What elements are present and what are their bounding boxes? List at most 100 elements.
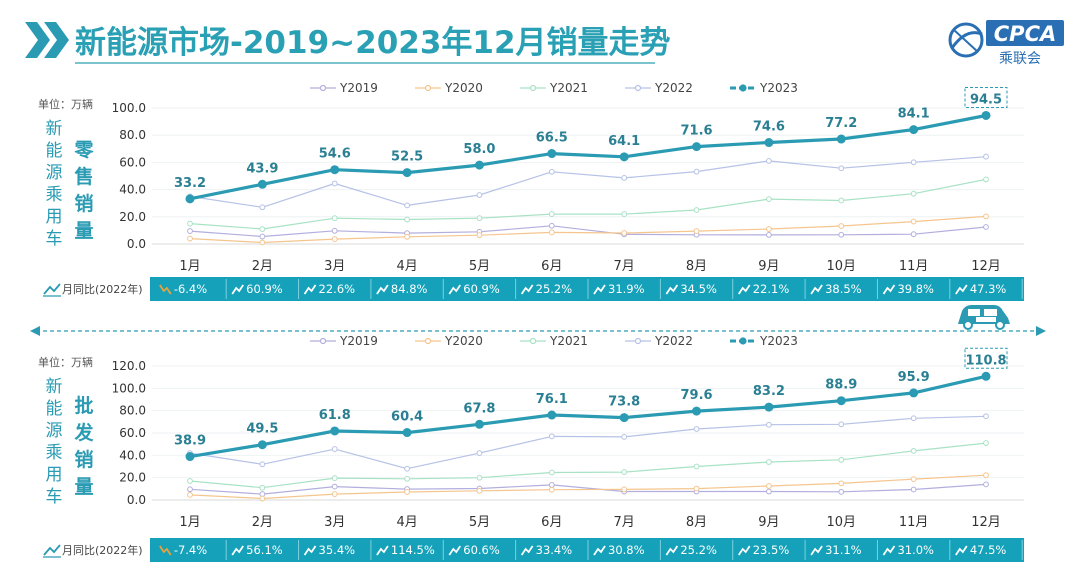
series-line-y2020 — [189, 474, 987, 500]
data-point — [983, 413, 989, 420]
yoy-band: 月同比(2022年) -6.4% 60.9% 22.6% 84.8% 60.9% 25.2%… — [38, 277, 1024, 301]
yoy-value: 23.5% — [753, 543, 790, 557]
data-point — [404, 202, 410, 209]
trend-up-icon — [231, 284, 244, 295]
data-point — [766, 226, 772, 232]
series-line-y2019 — [189, 483, 987, 495]
legend-marker — [634, 84, 642, 92]
data-point — [981, 371, 991, 381]
legend-label: Y2019 — [339, 334, 378, 348]
legend-label: Y2021 — [549, 81, 588, 95]
legend-label: Y2019 — [339, 81, 378, 95]
x-tick-label: 3月 — [324, 259, 345, 274]
data-point — [548, 229, 555, 236]
data-label: 73.8 — [608, 395, 640, 410]
series-line-y2020 — [189, 215, 987, 244]
x-tick-label: 10月 — [826, 515, 856, 530]
data-point — [838, 421, 845, 428]
data-point — [331, 475, 338, 482]
data-point — [836, 134, 846, 144]
data-point — [404, 233, 410, 240]
data-point — [330, 165, 340, 175]
data-point — [910, 159, 917, 166]
data-point — [910, 415, 917, 422]
trend-up-icon — [520, 545, 534, 556]
series-line-y2023 — [189, 374, 987, 459]
data-point — [838, 223, 845, 229]
data-point — [259, 495, 266, 502]
legend-item: Y2021 — [520, 81, 588, 95]
unit-label: 单位：万辆 — [38, 97, 93, 111]
data-point — [983, 213, 989, 220]
data-point — [402, 428, 412, 438]
data-point — [187, 235, 193, 242]
y-tick-label: 0.0 — [127, 493, 146, 507]
yoy-label: 月同比(2022年) — [62, 543, 143, 557]
trend-up-icon — [43, 544, 61, 556]
legend-label: Y2020 — [444, 81, 483, 95]
data-point — [836, 396, 846, 406]
yoy-value: 31.1% — [825, 543, 862, 557]
y-tick-label: 60.0 — [119, 426, 146, 440]
trend-up-icon — [520, 284, 534, 295]
data-label: 38.9 — [174, 434, 206, 449]
data-point — [766, 459, 772, 465]
data-point — [766, 231, 772, 238]
trend-up-icon — [737, 545, 751, 556]
legend-item: Y2019 — [310, 334, 378, 348]
data-label: 94.5 — [970, 92, 1002, 107]
data-point — [909, 125, 919, 135]
trend-up-icon — [955, 545, 968, 556]
data-point — [693, 207, 700, 213]
x-tick-label: 12月 — [971, 259, 1001, 274]
data-point — [548, 486, 555, 493]
data-point — [548, 482, 555, 488]
data-point — [187, 478, 193, 484]
trend-up-icon — [882, 545, 896, 556]
data-label: 60.4 — [391, 410, 423, 425]
data-point — [476, 232, 483, 239]
data-point — [476, 487, 483, 494]
page-title: 新能源市场-2019~2023年12月销量走势 — [75, 25, 671, 61]
yoy-value: 35.4% — [319, 543, 356, 557]
y-tick-label: 40.0 — [119, 448, 146, 462]
yoy-label: 月同比(2022年) — [62, 282, 143, 296]
legend-label: Y2022 — [654, 81, 693, 95]
yoy-value: 39.8% — [897, 282, 934, 296]
x-tick-label: 9月 — [758, 259, 779, 274]
data-label: 61.8 — [319, 408, 351, 423]
data-point — [476, 450, 483, 457]
data-label: 77.2 — [825, 116, 857, 131]
yoy-value: 25.2% — [680, 543, 717, 557]
yoy-value: 47.3% — [970, 282, 1007, 296]
cpca-logo: CPCA 乘联会 — [948, 20, 1064, 67]
data-label: 67.8 — [463, 401, 495, 416]
data-point — [983, 224, 989, 230]
yoy-value: 31.0% — [897, 543, 934, 557]
data-point — [621, 469, 628, 475]
data-point — [330, 426, 340, 436]
legend-label: Y2022 — [654, 334, 693, 348]
trend-up-icon — [448, 284, 462, 295]
yoy-value: 60.6% — [463, 543, 500, 557]
data-point — [692, 406, 702, 416]
x-tick-label: 8月 — [686, 259, 707, 274]
legend-marker — [424, 84, 432, 92]
data-point — [331, 227, 338, 234]
legend-marker — [529, 337, 537, 345]
data-point — [910, 447, 917, 454]
data-point — [404, 475, 410, 482]
data-point — [983, 440, 989, 446]
series-line-y2019 — [189, 225, 987, 238]
data-point — [910, 231, 917, 238]
y-tick-label: 100.0 — [112, 381, 146, 395]
trend-up-icon — [810, 545, 823, 556]
x-tick-label: 6月 — [541, 259, 562, 274]
data-point — [621, 211, 628, 217]
data-point — [257, 179, 267, 189]
data-point — [187, 491, 193, 498]
data-label: 49.5 — [246, 422, 278, 437]
data-label: 88.9 — [825, 378, 857, 393]
